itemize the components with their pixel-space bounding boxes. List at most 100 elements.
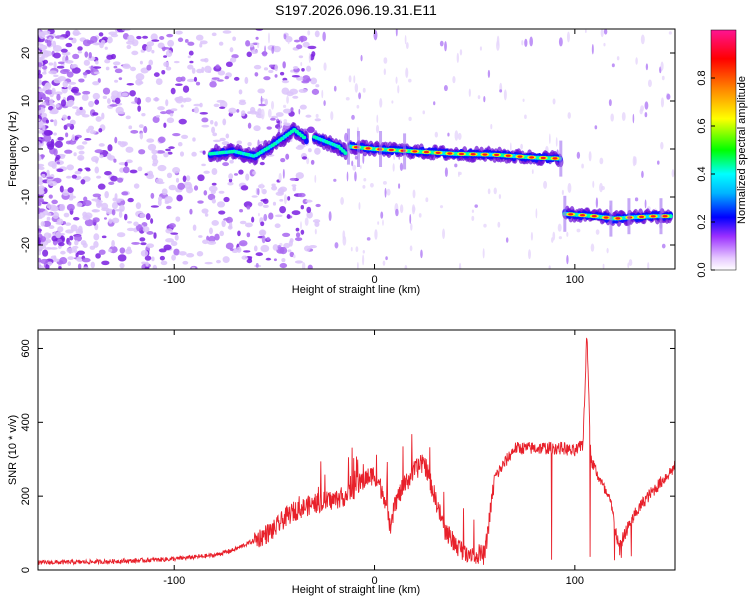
noise-blob: [279, 199, 284, 202]
noise-streak: [522, 98, 525, 102]
track-peak: [517, 155, 523, 158]
noise-blob: [77, 154, 85, 161]
noise-streak: [558, 236, 562, 240]
noise-blob: [198, 235, 203, 238]
noise-blob: [268, 69, 274, 74]
noise-streak: [334, 242, 339, 249]
noise-blob: [70, 88, 78, 93]
noise-streak: [644, 199, 647, 209]
noise-blob: [48, 180, 58, 187]
noise-blob: [80, 179, 86, 185]
noise-blob: [240, 110, 246, 117]
noise-blob: [246, 232, 251, 238]
noise-blob: [222, 118, 227, 126]
noise-blob: [46, 141, 55, 148]
noise-blob: [168, 146, 175, 149]
noise-blob: [163, 244, 172, 251]
noise-blob: [166, 33, 174, 38]
noise-streak: [300, 61, 303, 67]
noise-blob: [295, 227, 300, 232]
noise-blob: [147, 143, 157, 151]
track-peak: [388, 148, 394, 152]
noise-blob: [129, 169, 138, 174]
noise-streak: [666, 93, 671, 100]
noise-blob: [38, 124, 43, 129]
noise-streak: [408, 78, 412, 83]
noise-streak: [314, 228, 317, 235]
noise-streak: [342, 230, 346, 240]
noise-blob: [90, 261, 95, 269]
noise-blob: [152, 158, 159, 165]
noise-blob: [124, 161, 128, 167]
noise-streak: [558, 37, 563, 47]
noise-streak: [548, 265, 551, 269]
noise-blob: [177, 37, 184, 43]
noise-blob: [255, 36, 259, 40]
noise-blob: [38, 197, 44, 203]
noise-streak: [444, 41, 447, 52]
noise-blob: [262, 204, 269, 208]
colorbar-tick-label: 0.8: [696, 70, 708, 85]
noise-streak: [374, 229, 378, 240]
snr-xtick-label: 100: [566, 575, 584, 587]
noise-blob: [159, 36, 165, 40]
snr-series-line: [38, 337, 675, 566]
noise-blob: [40, 236, 47, 242]
noise-streak: [323, 100, 326, 107]
noise-blob: [167, 39, 175, 47]
noise-blob: [199, 112, 209, 115]
noise-streak: [595, 197, 599, 209]
noise-blob: [297, 144, 306, 148]
noise-blob: [125, 115, 131, 120]
noise-blob: [38, 207, 41, 215]
noise-blob: [55, 231, 62, 239]
noise-blob: [281, 79, 290, 84]
noise-streak: [330, 111, 334, 121]
noise-blob: [110, 175, 118, 182]
noise-streak: [422, 110, 426, 115]
noise-blob: [38, 202, 42, 206]
noise-blob: [122, 63, 130, 68]
noise-blob: [56, 93, 61, 101]
noise-streak: [641, 170, 644, 179]
noise-blob: [211, 126, 216, 134]
noise-streak: [384, 187, 387, 198]
noise-blob: [195, 81, 201, 86]
noise-blob: [118, 77, 123, 81]
noise-streak: [293, 254, 296, 259]
noise-blob: [207, 193, 216, 201]
noise-blob: [38, 163, 45, 167]
noise-streak: [333, 85, 337, 92]
noise-blob: [134, 96, 138, 103]
noise-blob: [71, 174, 77, 179]
noise-streak: [382, 180, 387, 185]
noise-blob: [283, 108, 292, 114]
noise-blob: [280, 157, 286, 163]
noise-blob: [117, 140, 122, 145]
noise-streak: [270, 100, 275, 110]
noise-streak: [322, 31, 326, 42]
noise-streak: [268, 32, 270, 44]
noise-blob: [312, 219, 321, 223]
noise-blob: [146, 64, 152, 71]
noise-blob: [66, 203, 75, 212]
noise-blob: [182, 260, 189, 265]
noise-blob: [50, 119, 54, 123]
noise-streak: [588, 151, 592, 162]
noise-blob: [152, 115, 160, 124]
noise-blob: [99, 42, 104, 49]
snr-y-label: SNR (10 * v/v): [7, 415, 19, 485]
noise-streak: [632, 155, 636, 167]
noise-blob: [78, 108, 86, 116]
noise-blob: [97, 78, 101, 83]
noise-blob: [42, 220, 52, 228]
noise-blob: [264, 98, 268, 106]
noise-streak: [353, 75, 356, 84]
noise-blob: [41, 173, 46, 178]
noise-blob: [201, 66, 205, 74]
noise-blob: [262, 198, 269, 204]
noise-blob: [71, 67, 81, 74]
noise-streak: [260, 108, 265, 120]
noise-blob: [216, 99, 226, 103]
